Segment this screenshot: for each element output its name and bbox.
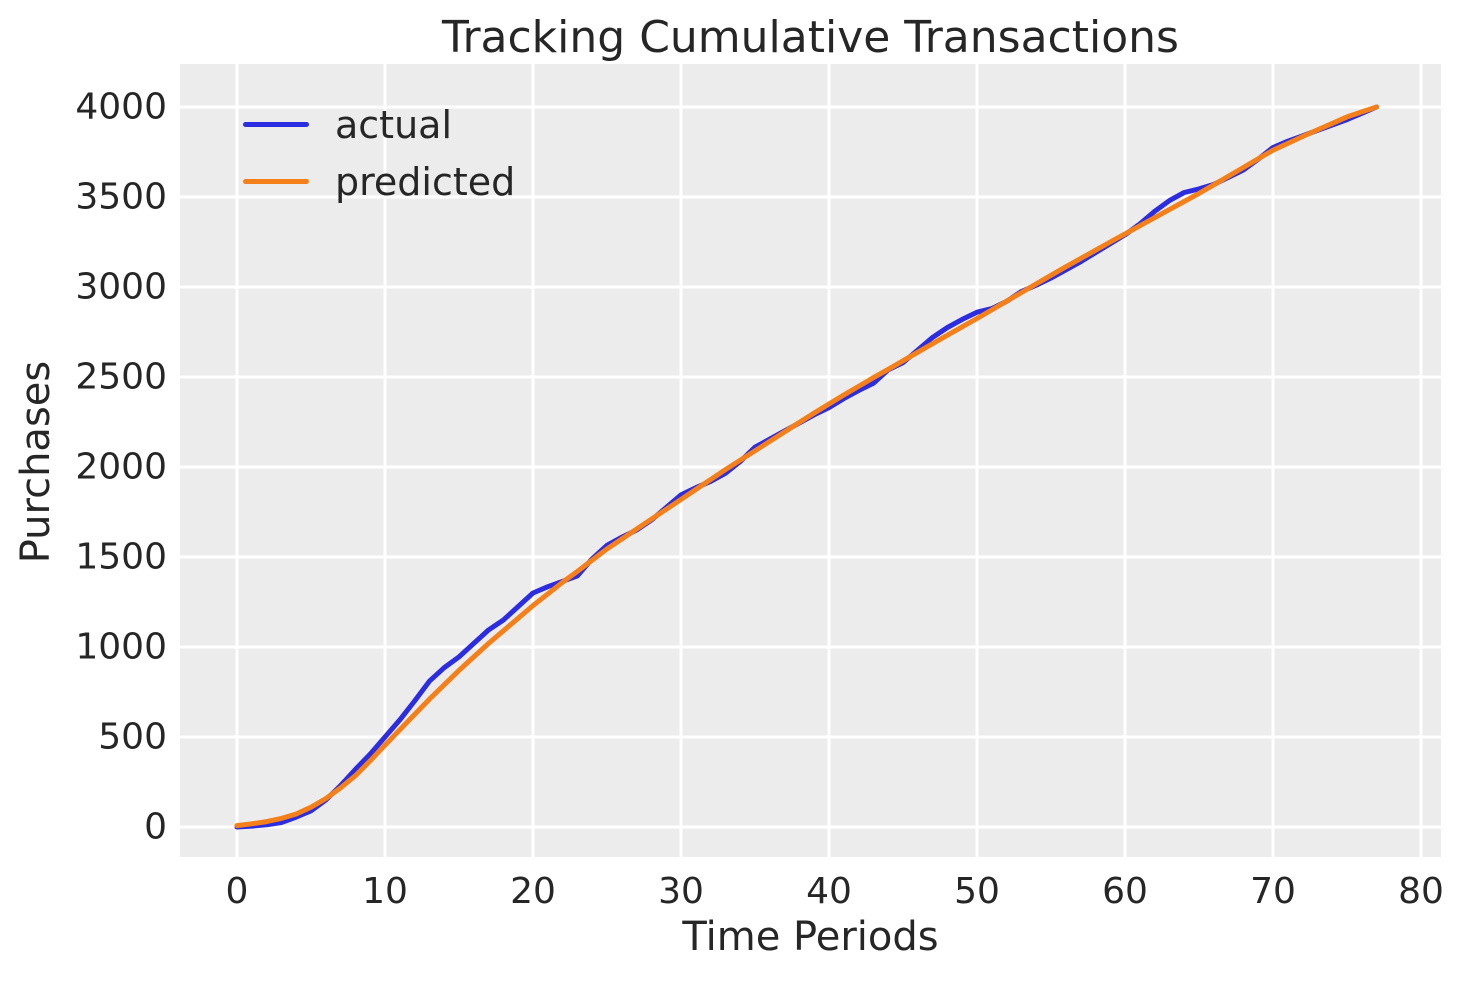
plot-area (180, 64, 1441, 857)
y-tick-label: 3000 (75, 266, 167, 308)
y-tick-label: 1000 (75, 626, 167, 668)
x-axis-label: Time Periods (682, 914, 939, 960)
legend-item-actual: actual (243, 96, 515, 153)
legend-swatch-actual (243, 122, 309, 127)
y-tick-label: 3500 (75, 176, 167, 218)
y-tick-label: 2000 (75, 446, 167, 488)
gridlines (180, 64, 1441, 857)
legend-swatch-predicted (243, 179, 309, 184)
x-tick-label: 50 (954, 871, 1000, 912)
series-line-predicted (234, 104, 1380, 829)
y-tick-label: 1500 (75, 536, 167, 578)
x-tick-label: 40 (806, 871, 852, 912)
legend-label-predicted: predicted (335, 159, 516, 204)
x-tick-label: 70 (1250, 871, 1296, 912)
y-tick-label: 0 (144, 806, 167, 848)
y-tick-label: 500 (98, 716, 167, 758)
legend-label-actual: actual (335, 102, 453, 147)
y-tick-label: 2500 (75, 356, 167, 398)
y-tick-label: 4000 (75, 86, 167, 128)
legend: actual predicted (243, 96, 515, 210)
x-tick-label: 10 (362, 871, 408, 912)
x-tick-label: 80 (1398, 871, 1444, 912)
x-tick-label: 30 (658, 871, 704, 912)
legend-item-predicted: predicted (243, 153, 515, 210)
x-tick-label: 0 (225, 871, 249, 912)
x-tick-label: 20 (510, 871, 556, 912)
chart-title: Tracking Cumulative Transactions (442, 12, 1179, 63)
y-axis-label: Purchases (13, 360, 59, 564)
x-tick-label: 60 (1102, 871, 1148, 912)
